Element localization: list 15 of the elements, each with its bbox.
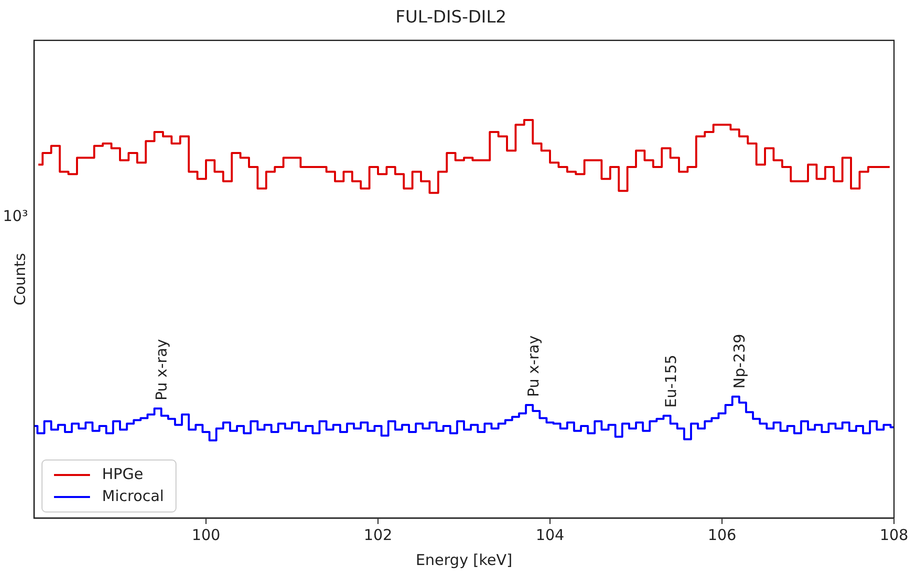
annotation: Np-239 [730,334,749,389]
x-axis-title: Energy [keV] [416,550,512,569]
legend-label: Microcal [102,486,164,505]
annotation: Eu-155 [662,354,680,408]
chart-title: FUL-DIS-DIL2 [396,8,506,28]
x-tick-label: 104 [536,526,564,544]
x-tick-label: 100 [192,526,220,544]
x-tick-label: 108 [880,526,908,544]
x-tick-label: 102 [364,526,392,544]
text: 10³ [2,207,28,226]
annotation: Pu x-ray [152,338,171,401]
annotation: Pu x-ray [524,335,542,397]
x-tick-label: 106 [708,526,736,544]
legend-label: HPGe [102,464,144,483]
y-axis-title: Counts [10,252,29,306]
